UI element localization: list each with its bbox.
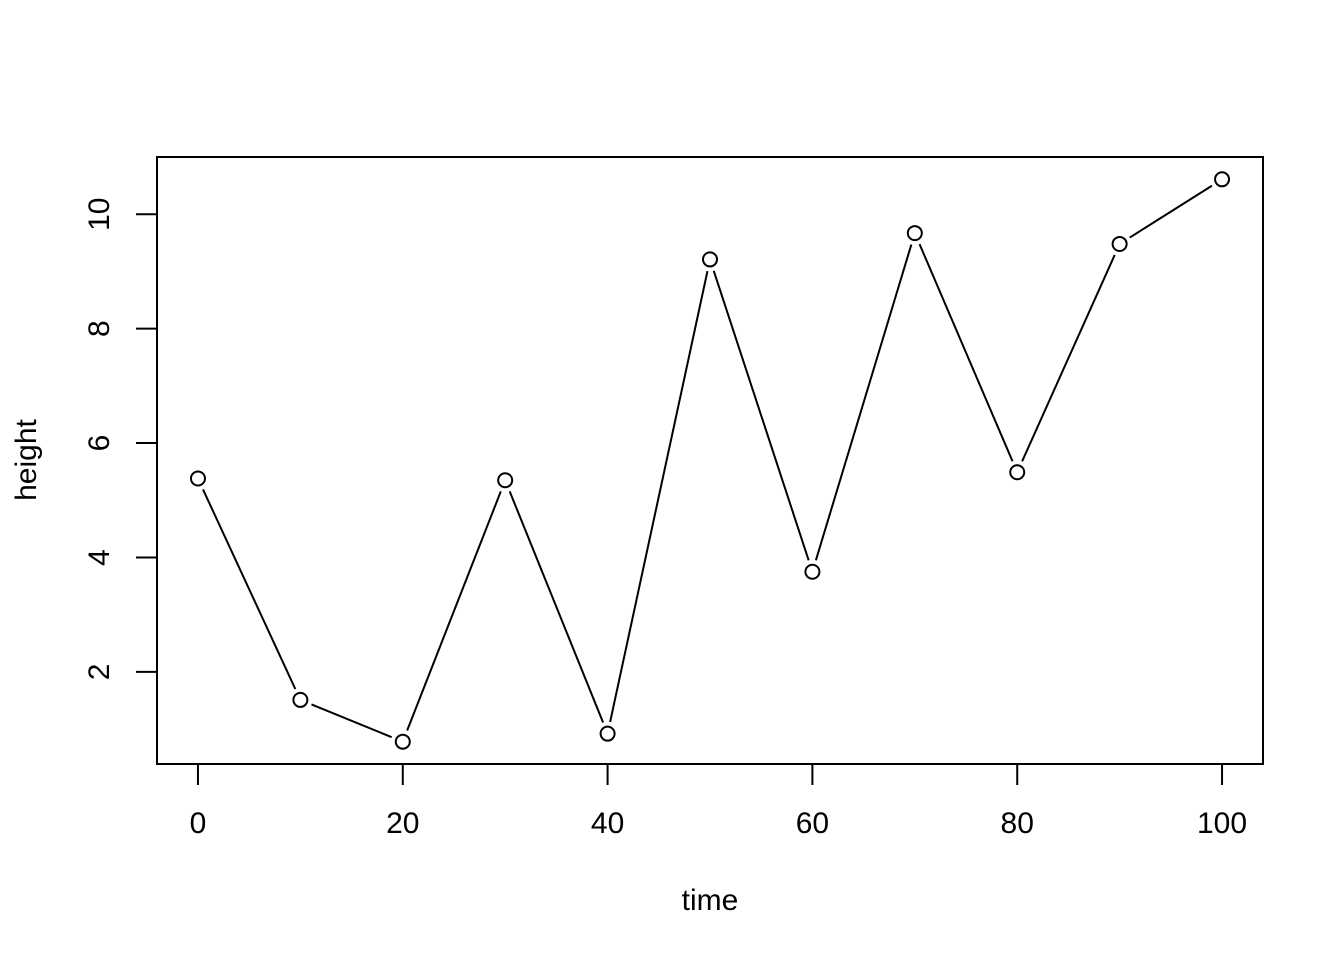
x-tick-label: 0 [190,807,207,840]
y-tick-label: 2 [83,664,116,681]
series-line [202,184,1213,739]
x-tick-label: 80 [1001,807,1034,840]
series-segment [406,491,502,731]
y-tick-label: 8 [83,320,116,337]
series-segment [712,270,810,561]
series-segment [508,490,605,723]
data-point [292,691,309,708]
x-tick-label: 100 [1197,807,1247,840]
data-point [599,725,616,742]
series-segment [1129,184,1213,239]
x-tick-label: 40 [591,807,624,840]
data-point [804,563,821,580]
series-segment [311,703,393,739]
series-segment [918,243,1014,462]
series-segment [814,244,913,561]
y-axis: 2 4 6 8 10 [83,198,158,681]
series-segment [1021,254,1116,462]
y-tick-label: 6 [83,435,116,452]
y-tick-label: 10 [83,198,116,231]
data-point [497,472,514,489]
x-tick-label: 60 [796,807,829,840]
x-axis-label: time [682,884,739,917]
y-tick-label: 4 [83,549,116,566]
data-point [394,733,411,750]
plot-frame [156,156,1264,765]
data-point [189,470,206,487]
data-point [702,251,718,268]
series-segment [202,488,297,690]
series-points [189,171,1231,750]
x-axis: 0 20 40 60 80 100 [190,763,1247,840]
x-tick-label: 20 [386,807,419,840]
data-point [1111,235,1128,252]
y-axis-label: height [10,418,43,500]
data-point [1214,171,1231,188]
series-segment [609,270,709,723]
data-point [906,225,923,242]
data-point [1009,464,1026,481]
